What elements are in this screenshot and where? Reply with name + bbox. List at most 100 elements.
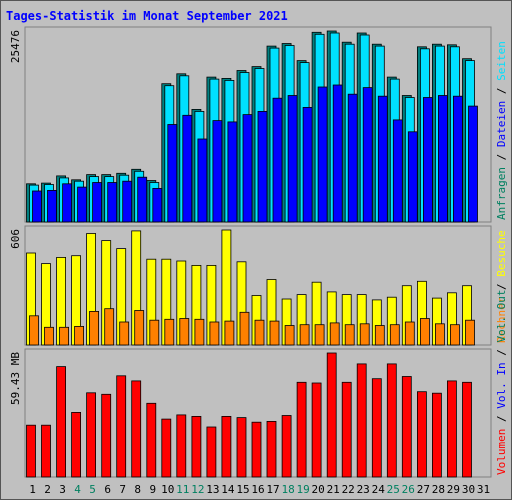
bar: [434, 323, 445, 346]
bar: [107, 182, 118, 223]
bar: [137, 176, 148, 223]
bar: [122, 180, 133, 223]
bar: [326, 352, 337, 478]
bar: [89, 310, 99, 346]
legend-entry: /: [495, 277, 508, 297]
bar: [26, 424, 36, 478]
bar: [47, 189, 57, 223]
bar: [389, 324, 400, 346]
bar: [287, 95, 298, 223]
x-tick-label: 21: [327, 483, 340, 496]
x-tick-label: 5: [89, 483, 96, 496]
bar: [176, 414, 187, 478]
bar: [206, 426, 217, 478]
bar: [362, 87, 373, 223]
bar: [299, 324, 310, 346]
bar: [281, 415, 292, 478]
bar: [449, 324, 460, 346]
bar: [419, 318, 430, 346]
bar: [236, 417, 247, 478]
bar: [266, 420, 277, 478]
bar: [59, 326, 69, 346]
bar: [404, 321, 415, 346]
legend-entry: /: [495, 343, 508, 363]
series-rechner: [29, 308, 475, 346]
legend-entry: /: [495, 147, 508, 167]
panel-1: 25476 Anfragen / Dateien / Seiten: [9, 26, 508, 223]
bar: [29, 315, 39, 346]
bar: [224, 320, 235, 346]
x-tick-label: 8: [134, 483, 141, 496]
bar: [251, 421, 262, 478]
y-max-label: 25476: [9, 30, 22, 63]
bar: [462, 381, 472, 478]
bar: [182, 114, 193, 223]
x-tick-label: 15: [236, 483, 249, 496]
bar: [179, 318, 190, 346]
bar: [194, 318, 205, 346]
x-tick-label: 3: [59, 483, 66, 496]
bar: [146, 402, 157, 478]
x-tick-label: 25: [387, 483, 400, 496]
series-legend: Rechner / Besuche: [495, 230, 508, 343]
x-tick-label: 22: [342, 483, 355, 496]
bar: [104, 308, 115, 346]
x-tick-label: 9: [149, 483, 156, 496]
bar: [257, 111, 268, 223]
bar: [209, 321, 220, 346]
y-max-label: 59.43 MB: [9, 352, 22, 405]
bar: [77, 186, 87, 223]
x-tick-label: 29: [447, 483, 460, 496]
x-tick-label: 16: [251, 483, 264, 496]
bar: [422, 97, 433, 223]
bar: [371, 378, 382, 478]
bar: [212, 120, 223, 223]
bar: [152, 187, 163, 223]
bar: [446, 380, 457, 478]
bar: [317, 86, 328, 223]
bar: [134, 310, 145, 346]
bar: [32, 190, 42, 223]
x-tick-label: 28: [432, 483, 445, 496]
legend-entry: Anfragen: [495, 167, 508, 220]
bar: [377, 95, 388, 223]
bar: [242, 114, 253, 223]
legend-entry: Vol. Out: [495, 290, 508, 343]
x-tick-label: 7: [119, 483, 126, 496]
bar: [239, 311, 250, 346]
bar: [386, 363, 397, 478]
bar: [302, 107, 313, 223]
bar: [119, 321, 130, 346]
bar: [191, 415, 202, 478]
series-legend: Volumen / Vol. In / Vol. Out: [495, 290, 508, 475]
bar: [101, 393, 112, 478]
bar: [131, 380, 142, 478]
bar: [164, 318, 175, 346]
bar: [284, 325, 295, 346]
x-tick-label: 2: [44, 483, 51, 496]
legend-entry: Besuche: [495, 230, 508, 276]
bar: [41, 424, 51, 478]
bar: [269, 320, 280, 346]
bar: [374, 325, 385, 346]
bar: [347, 93, 358, 223]
y-max-label: 606: [9, 229, 22, 249]
bar: [407, 131, 418, 223]
x-tick-label: 19: [296, 483, 309, 496]
x-tick-label: 4: [74, 483, 81, 496]
bar: [329, 322, 340, 346]
x-tick-label: 20: [311, 483, 324, 496]
bar: [44, 326, 54, 346]
bar: [227, 121, 238, 223]
bar: [62, 183, 72, 223]
bar: [296, 381, 307, 478]
bar: [314, 324, 325, 346]
bar: [272, 97, 283, 223]
bar: [167, 124, 178, 223]
bar: [431, 392, 442, 478]
x-tick-label: 14: [221, 483, 235, 496]
bar: [311, 382, 322, 478]
x-tick-label: 23: [357, 483, 370, 496]
bar: [401, 376, 412, 478]
chart-title: Tages-Statistik im Monat September 2021: [6, 9, 288, 23]
